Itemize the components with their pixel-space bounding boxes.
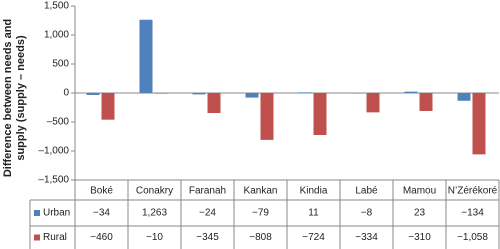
value-label: 23: [414, 208, 426, 219]
value-label: 11: [308, 208, 319, 219]
bar: [86, 93, 100, 95]
value-label: −134: [461, 208, 484, 219]
bar: [245, 93, 259, 98]
legend-label: Urban: [43, 208, 70, 219]
bar: [457, 93, 471, 101]
value-label: −79: [252, 208, 269, 219]
bar: [260, 93, 274, 140]
category-label: Labé: [355, 186, 378, 197]
y-tick-label: 0: [63, 88, 69, 99]
category-label: Kindia: [300, 186, 328, 197]
y-tick-label: –1,000: [38, 146, 69, 157]
value-label: −724: [302, 232, 325, 243]
value-label: −460: [90, 232, 113, 243]
bar: [313, 93, 327, 135]
value-label: −10: [146, 232, 163, 243]
bar: [419, 93, 433, 111]
legend-key: [34, 210, 40, 216]
legend-label: Rural: [43, 232, 67, 243]
value-label: −1,058: [457, 232, 488, 243]
value-label: −334: [355, 232, 378, 243]
bar: [472, 93, 486, 155]
category-label: N’Zérékoré: [448, 186, 498, 197]
bar: [139, 19, 153, 93]
bar: [192, 93, 206, 95]
category-label: Kankan: [244, 186, 278, 197]
category-label: Conakry: [136, 186, 173, 197]
bar: [351, 93, 365, 94]
bar: [101, 93, 115, 120]
category-label: Faranah: [189, 186, 226, 197]
bar: [404, 91, 418, 93]
y-tick-label: –500: [47, 117, 70, 128]
value-label: −310: [408, 232, 431, 243]
y-tick-label: 500: [52, 59, 69, 70]
y-tick-label: 1,500: [44, 1, 69, 12]
y-tick-label: 1,000: [44, 30, 69, 41]
category-label: Mamou: [403, 186, 436, 197]
bar: [154, 93, 168, 94]
bar: [207, 93, 221, 114]
legend-key: [34, 234, 40, 241]
y-tick-label: –1,500: [38, 175, 69, 186]
bar: [366, 93, 380, 113]
value-label: −24: [199, 208, 216, 219]
category-label: Boké: [90, 186, 113, 197]
value-label: −808: [249, 232, 272, 243]
value-label: −34: [93, 208, 110, 219]
value-label: −8: [361, 208, 373, 219]
value-label: 1,263: [142, 208, 167, 219]
y-axis-label: Difference between needs and supply (sup…: [2, 18, 27, 178]
bar: [298, 92, 312, 93]
value-label: −345: [196, 232, 219, 243]
